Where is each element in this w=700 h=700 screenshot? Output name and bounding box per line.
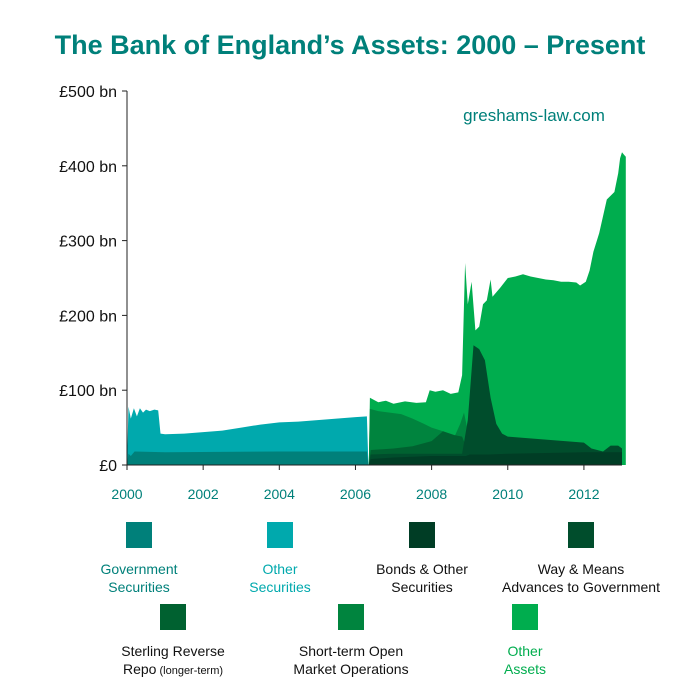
area-layer [127,152,626,466]
y-tick-label: £300 bn [59,234,117,251]
x-tick-label: 2006 [340,486,371,502]
y-tick-label: £0 [99,458,117,475]
x-tick-label: 2004 [264,486,295,502]
x-tick-label: 2002 [188,486,219,502]
legend-label: Bonds & Other Securities [376,561,468,595]
legend-item-sterling-reverse-repo: Sterling Reverse Repo (longer-term) [78,604,268,680]
legend-swatch [267,522,293,548]
legend-swatch [409,522,435,548]
y-tick-label: £200 bn [59,308,117,325]
legend-item-other-securities: Other Securities [185,522,375,596]
legend-item-short-term-open-market-operations: Short-term Open Market Operations [256,604,446,678]
legend-label: Other Securities [249,561,311,595]
legend-swatch [338,604,364,630]
x-tick-label: 2012 [568,486,599,502]
y-tick-label: £100 bn [59,383,117,400]
legend-label: Way & Means Advances to Government [502,561,660,595]
area-bonds-other-securities [368,452,622,465]
legend-label: Short-term Open Market Operations [293,643,409,677]
legend-swatch [568,522,594,548]
legend-label: Government Securities [100,561,178,595]
y-tick-label: £500 bn [59,84,117,101]
watermark-text: greshams-law.com [463,106,605,125]
chart-title: The Bank of England’s Assets: 2000 – Pre… [54,30,646,60]
area-government-securities [127,451,369,465]
legend-label: Other Assets [503,643,546,677]
axes-layer: £0 £100 bn £200 bn £300 bn £400 bn £500 bn 200… [59,84,622,502]
legend-swatch [126,522,152,548]
area-other-assets [368,152,626,466]
legend-swatch [160,604,186,630]
y-tick-label: £400 bn [59,159,117,176]
x-tick-label: 2000 [111,486,142,502]
legend-item-other-assets: Other Assets [430,604,620,678]
legend-note: (longer-term) [156,665,224,677]
legend-item-bonds-other-securities: Bonds & Other Securities [327,522,517,596]
area-other-securities [127,406,369,465]
legend-item-way-means-advances-to-government: Way & Means Advances to Government [486,522,676,596]
legend-label: Sterling Reverse Repo (longer-term) [121,643,225,677]
legend-swatch [512,604,538,630]
x-tick-label: 2008 [416,486,447,502]
legend-item-government-securities: Government Securities [44,522,234,596]
x-tick-label: 2010 [492,486,523,502]
